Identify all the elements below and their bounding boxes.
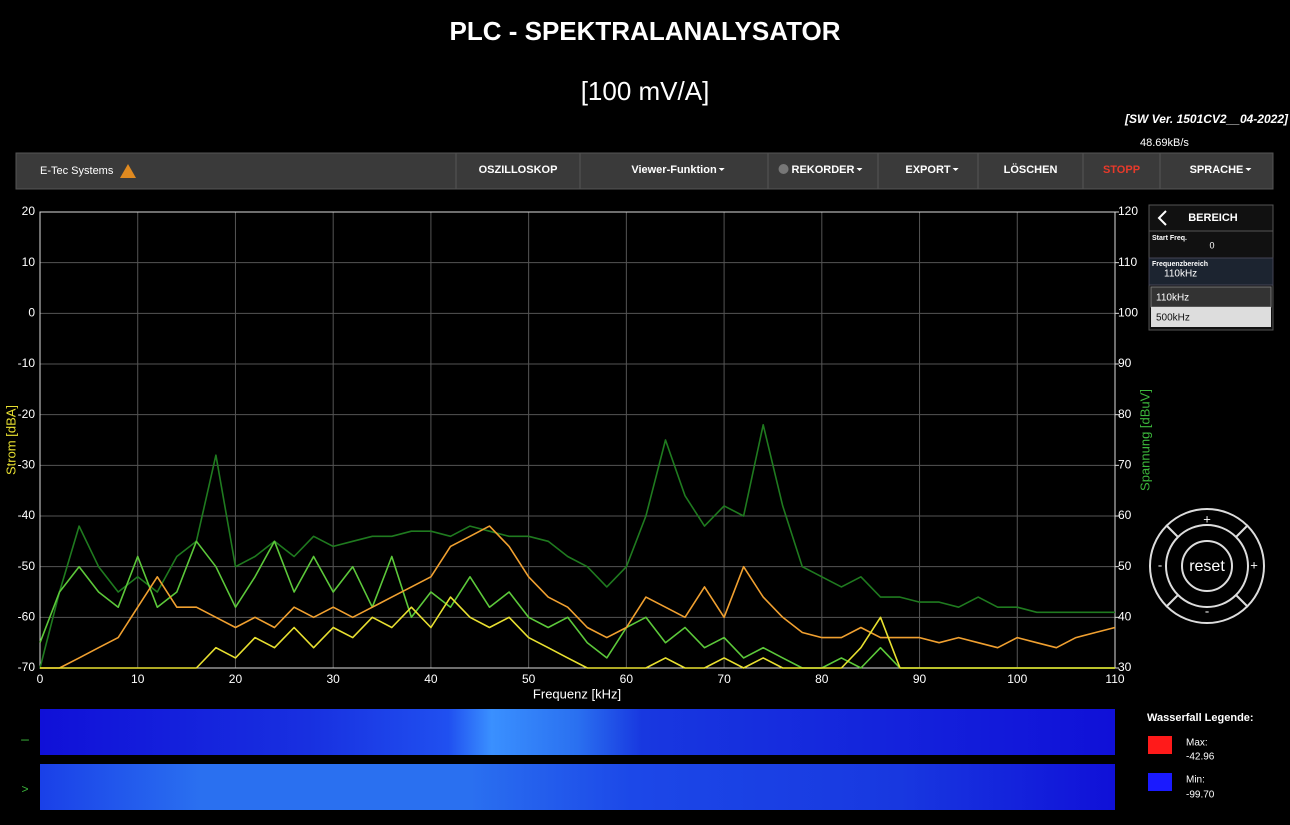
dpad-sep bbox=[1235, 524, 1249, 538]
reset-label: reset bbox=[1189, 558, 1225, 575]
y-tick-label: -10 bbox=[18, 356, 36, 370]
trace bbox=[39, 424, 1115, 669]
reset-button[interactable] bbox=[1181, 540, 1233, 592]
start-label: Start Freq. bbox=[1152, 235, 1187, 242]
subtitle: [100 mV/A] bbox=[581, 76, 710, 106]
range-label: Frequenzbereich bbox=[1152, 261, 1208, 268]
y2-tick-label: 60 bbox=[1118, 508, 1132, 522]
traces bbox=[39, 424, 1116, 669]
waterfall bbox=[40, 709, 1115, 755]
y-tick-label: -50 bbox=[18, 559, 36, 573]
left-button[interactable]: - bbox=[1158, 557, 1162, 572]
plot-area bbox=[40, 212, 1115, 668]
y2-tick-label: 90 bbox=[1118, 356, 1132, 370]
range-select[interactable] bbox=[1148, 257, 1274, 286]
title: PLC - SPEKTRALANALYSATOR bbox=[450, 16, 841, 46]
panel-title: BEREICH bbox=[1188, 212, 1238, 224]
legend-min-value: -99.70 bbox=[1186, 790, 1215, 801]
trace bbox=[40, 596, 1115, 669]
option[interactable] bbox=[1151, 307, 1271, 327]
range-value: 110kHz bbox=[1164, 269, 1197, 280]
y2-tick-label: 30 bbox=[1118, 660, 1132, 674]
dpad bbox=[1149, 508, 1265, 624]
y2-tick-label: 120 bbox=[1118, 204, 1138, 218]
record-dot bbox=[778, 164, 789, 174]
option-label: 500kHz bbox=[1156, 313, 1190, 324]
x-tick-label: 110 bbox=[1105, 672, 1124, 686]
caret bbox=[718, 168, 725, 171]
navbar bbox=[15, 152, 1274, 190]
y2-tick-label: 100 bbox=[1118, 306, 1138, 320]
nav-item[interactable]: OSZILLOSKOP bbox=[479, 164, 558, 176]
y-tick-label: -40 bbox=[18, 508, 36, 522]
y2-tick-label: 80 bbox=[1118, 407, 1132, 421]
dpad-sep bbox=[1235, 594, 1249, 608]
x-tick-label: 30 bbox=[327, 672, 341, 686]
legend-min-swatch bbox=[1148, 773, 1172, 791]
y-tick-label: -20 bbox=[18, 407, 36, 421]
y2-tick-label: 70 bbox=[1118, 458, 1132, 472]
x-tick-label: 20 bbox=[229, 672, 243, 686]
plot-frame bbox=[39, 211, 1116, 669]
nav-items: OSZILLOSKOP Viewer-Funktion REKORDER EXPORT… bbox=[455, 153, 1252, 189]
y-tick-label: 0 bbox=[28, 306, 35, 320]
legend-min-label: Min: bbox=[1186, 775, 1205, 786]
dpad-inner bbox=[1165, 524, 1249, 608]
x-tick-label: 70 bbox=[717, 672, 731, 686]
y2-tick-label: 110 bbox=[1118, 255, 1137, 269]
nav-item[interactable]: SPRACHE bbox=[1190, 164, 1244, 176]
x-tick-label: 40 bbox=[424, 672, 438, 686]
y-tick-label: 20 bbox=[22, 204, 36, 218]
waterfall-label: – bbox=[21, 731, 29, 747]
x-tick-label: 90 bbox=[913, 672, 927, 686]
x-axis-label: Frequenz [kHz] bbox=[533, 686, 621, 701]
legend-max-label: Max: bbox=[1186, 738, 1208, 749]
y-tick-label: 10 bbox=[22, 255, 36, 269]
waterfall-label: > bbox=[21, 782, 28, 796]
y2-axis-label: Spannung [dBuV] bbox=[1137, 389, 1152, 491]
x-tick-label: 60 bbox=[620, 672, 634, 686]
up-button[interactable]: + bbox=[1203, 511, 1211, 526]
legend-max-swatch bbox=[1148, 736, 1172, 754]
legend-title: Wasserfall Legende: bbox=[1147, 712, 1254, 724]
axes: 0 10 20 30 40 50 60 70 80 90 100 110-70-60-50-40-30… bbox=[18, 204, 1139, 686]
x-tick-label: 100 bbox=[1007, 672, 1027, 686]
option-label: 110kHz bbox=[1156, 293, 1189, 304]
back-icon[interactable] bbox=[1157, 210, 1167, 226]
x-tick-label: 0 bbox=[37, 672, 44, 686]
x-tick-label: 10 bbox=[131, 672, 145, 686]
rate: 48.69kB/s bbox=[1140, 137, 1189, 149]
caret bbox=[856, 168, 863, 171]
legend-max-value: -42.96 bbox=[1186, 752, 1215, 763]
caret bbox=[1245, 168, 1252, 171]
dpad-sep bbox=[1165, 524, 1179, 538]
y-axis-label: Strom [dBA] bbox=[3, 405, 18, 475]
y-tick-label: -30 bbox=[18, 458, 36, 472]
y2-tick-label: 40 bbox=[1118, 610, 1132, 624]
brand[interactable]: E-Tec Systems bbox=[40, 165, 114, 177]
brand-logo bbox=[120, 164, 136, 178]
caret bbox=[952, 168, 959, 171]
nav-item[interactable]: Viewer-Funktion bbox=[631, 164, 717, 176]
nav-item[interactable]: LÖSCHEN bbox=[1004, 163, 1058, 176]
x-tick-label: 80 bbox=[815, 672, 829, 686]
x-tick-label: 50 bbox=[522, 672, 536, 686]
waterfall bbox=[40, 764, 1115, 810]
y2-tick-label: 50 bbox=[1118, 559, 1132, 573]
down-button[interactable]: - bbox=[1205, 603, 1209, 618]
nav-item[interactable]: REKORDER bbox=[792, 164, 855, 176]
start-value[interactable]: 0 bbox=[1209, 240, 1214, 250]
nav-item[interactable]: STOPP bbox=[1103, 164, 1140, 176]
y-tick-label: -70 bbox=[18, 660, 36, 674]
y-tick-label: -60 bbox=[18, 610, 36, 624]
version: [SW Ver. 1501CV2__04-2022] bbox=[1124, 112, 1289, 126]
dpad-sep bbox=[1165, 594, 1179, 608]
nav-item[interactable]: EXPORT bbox=[905, 164, 951, 176]
right-button[interactable]: + bbox=[1250, 557, 1258, 572]
trace bbox=[40, 525, 1116, 669]
